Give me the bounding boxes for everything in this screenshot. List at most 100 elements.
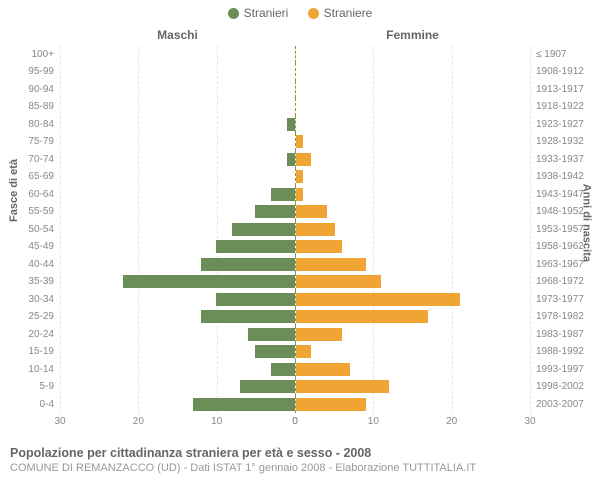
age-label: 30-34: [4, 294, 60, 305]
female-half: [296, 151, 531, 169]
male-half: [60, 186, 296, 204]
bar-female: [296, 345, 312, 358]
bar-male: [240, 380, 295, 393]
female-half: [296, 326, 531, 344]
bar-male: [201, 310, 295, 323]
bar-male: [201, 258, 295, 271]
plot-area: 100+≤ 190795-991908-191290-941913-191785…: [60, 46, 530, 414]
female-half: [296, 221, 531, 239]
chart-row: 75-791928-1932: [60, 133, 530, 151]
age-label: 80-84: [4, 119, 60, 130]
female-half: [296, 343, 531, 361]
year-label: 2003-2007: [530, 399, 596, 410]
female-half: [296, 396, 531, 414]
bar-female: [296, 328, 343, 341]
legend-swatch-male: [228, 8, 239, 19]
caption-subtitle: COMUNE DI REMANZACCO (UD) - Dati ISTAT 1…: [10, 462, 590, 474]
male-half: [60, 343, 296, 361]
bar-male: [123, 275, 295, 288]
chart-row: 30-341973-1977: [60, 291, 530, 309]
male-half: [60, 273, 296, 291]
male-half: [60, 203, 296, 221]
age-label: 65-69: [4, 171, 60, 182]
male-half: [60, 361, 296, 379]
year-label: 1993-1997: [530, 364, 596, 375]
age-label: 45-49: [4, 241, 60, 252]
year-label: 1953-1957: [530, 224, 596, 235]
year-label: 1968-1972: [530, 276, 596, 287]
female-half: [296, 116, 531, 134]
chart-row: 5-91998-2002: [60, 378, 530, 396]
bar-male: [216, 240, 294, 253]
bar-male: [287, 153, 295, 166]
year-label: 1963-1967: [530, 259, 596, 270]
age-label: 35-39: [4, 276, 60, 287]
year-label: 1978-1982: [530, 311, 596, 322]
age-label: 75-79: [4, 136, 60, 147]
age-label: 40-44: [4, 259, 60, 270]
male-half: [60, 221, 296, 239]
x-tick: 30: [54, 416, 65, 427]
chart-row: 85-891918-1922: [60, 98, 530, 116]
chart-row: 45-491958-1962: [60, 238, 530, 256]
chart-row: 10-141993-1997: [60, 361, 530, 379]
bar-male: [287, 118, 295, 131]
female-half: [296, 186, 531, 204]
legend-label-female: Straniere: [324, 6, 373, 20]
bar-female: [296, 223, 335, 236]
header-female: Femmine: [295, 28, 530, 44]
age-label: 100+: [4, 49, 60, 60]
legend-swatch-female: [308, 8, 319, 19]
bar-male: [271, 363, 294, 376]
male-half: [60, 378, 296, 396]
age-label: 90-94: [4, 84, 60, 95]
bar-female: [296, 153, 312, 166]
bar-female: [296, 188, 304, 201]
column-headers: Maschi Femmine: [60, 28, 530, 44]
chart-row: 95-991908-1912: [60, 63, 530, 81]
female-half: [296, 308, 531, 326]
age-label: 0-4: [4, 399, 60, 410]
x-axis: 0102030 0102030: [60, 416, 530, 432]
age-label: 25-29: [4, 311, 60, 322]
chart-row: 20-241983-1987: [60, 326, 530, 344]
year-label: 1938-1942: [530, 171, 596, 182]
male-half: [60, 256, 296, 274]
female-half: [296, 273, 531, 291]
year-label: 1928-1932: [530, 136, 596, 147]
bar-female: [296, 258, 366, 271]
male-half: [60, 63, 296, 81]
year-label: 1933-1937: [530, 154, 596, 165]
age-label: 10-14: [4, 364, 60, 375]
female-half: [296, 361, 531, 379]
year-label: ≤ 1907: [530, 49, 596, 60]
female-half: [296, 81, 531, 99]
chart-row: 50-541953-1957: [60, 221, 530, 239]
age-label: 95-99: [4, 66, 60, 77]
year-label: 1943-1947: [530, 189, 596, 200]
age-label: 55-59: [4, 206, 60, 217]
male-half: [60, 46, 296, 64]
male-half: [60, 326, 296, 344]
bar-male: [216, 293, 294, 306]
year-label: 1983-1987: [530, 329, 596, 340]
male-half: [60, 396, 296, 414]
bar-male: [255, 345, 294, 358]
year-label: 1923-1927: [530, 119, 596, 130]
chart-row: 35-391968-1972: [60, 273, 530, 291]
bar-female: [296, 135, 304, 148]
year-label: 1948-1952: [530, 206, 596, 217]
female-half: [296, 378, 531, 396]
x-tick: 10: [368, 416, 379, 427]
female-half: [296, 133, 531, 151]
chart-row: 65-691938-1942: [60, 168, 530, 186]
bar-male: [193, 398, 295, 411]
year-label: 1973-1977: [530, 294, 596, 305]
bar-female: [296, 240, 343, 253]
chart-row: 40-441963-1967: [60, 256, 530, 274]
x-tick: 0: [292, 416, 298, 427]
bar-female: [296, 170, 304, 183]
age-label: 5-9: [4, 381, 60, 392]
chart-row: 70-741933-1937: [60, 151, 530, 169]
legend: Stranieri Straniere: [0, 0, 600, 22]
